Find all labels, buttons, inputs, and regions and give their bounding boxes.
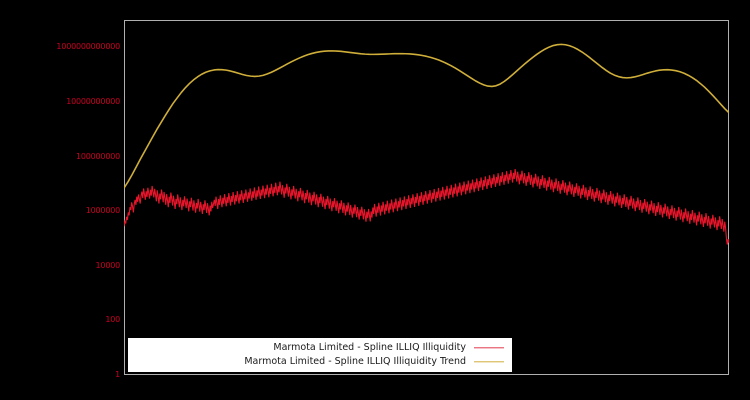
legend-label-illiquidity-trend: Marmota Limited - Spline ILLIQ Illiquidi… (244, 356, 466, 367)
y-axis-tick-labels: 1000000000000 10000000000 100000000 1000000… (0, 0, 120, 400)
series-line-illiquidity (124, 168, 729, 245)
legend-entry-illiquidity: Marmota Limited - Spline ILLIQ Illiquidi… (128, 341, 512, 355)
y-axis-tick-label: 10000 (95, 260, 121, 270)
y-axis-tick-label: 100 (105, 315, 120, 325)
legend-entry-illiquidity-trend: Marmota Limited - Spline ILLIQ Illiquidi… (128, 355, 512, 369)
legend-swatch-illiquidity-trend (474, 358, 504, 367)
y-axis-tick-label: 1000000 (85, 206, 120, 216)
series-line-trend (124, 43, 729, 189)
y-axis-tick-label: 100000000 (75, 151, 120, 161)
y-axis-tick-label: 10000000000 (66, 96, 120, 106)
plot-area (124, 43, 729, 245)
plot-frame (124, 20, 729, 375)
y-axis-tick-label: 1 (115, 370, 120, 379)
chart-legend: Marmota Limited - Spline ILLIQ Illiquidi… (128, 338, 512, 372)
legend-label-illiquidity: Marmota Limited - Spline ILLIQ Illiquidi… (273, 342, 466, 353)
legend-swatch-illiquidity (474, 344, 504, 353)
y-axis-tick-label: 1000000000000 (56, 42, 120, 52)
